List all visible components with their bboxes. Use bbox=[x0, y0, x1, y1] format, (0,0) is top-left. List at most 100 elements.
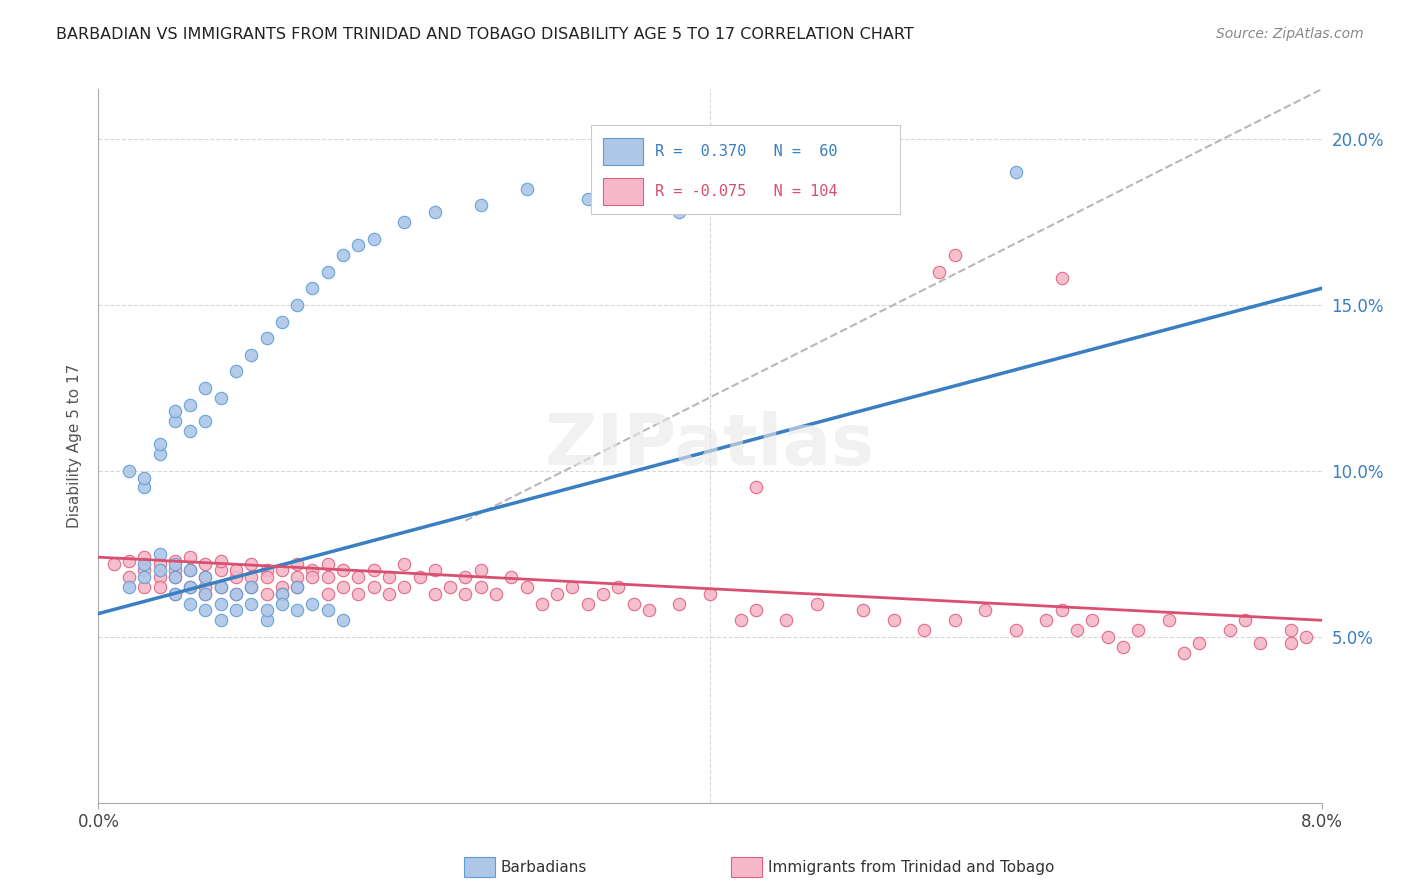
Point bbox=[163, 587, 186, 601]
Point bbox=[806, 597, 828, 611]
Point bbox=[179, 564, 201, 578]
Point bbox=[363, 564, 385, 578]
Point bbox=[392, 580, 416, 594]
Text: R =  0.370   N =  60: R = 0.370 N = 60 bbox=[655, 145, 838, 159]
Point bbox=[316, 603, 339, 617]
Point bbox=[730, 613, 752, 627]
Point bbox=[316, 265, 339, 279]
Point bbox=[347, 570, 370, 584]
Point bbox=[225, 364, 247, 378]
Point bbox=[1004, 165, 1026, 179]
Point bbox=[1128, 624, 1150, 638]
Point bbox=[179, 597, 201, 611]
Point bbox=[163, 414, 186, 428]
Point bbox=[256, 570, 278, 584]
Point bbox=[118, 570, 141, 584]
Text: Barbadians: Barbadians bbox=[501, 860, 586, 874]
Point bbox=[134, 481, 156, 495]
Point bbox=[392, 215, 416, 229]
Point bbox=[592, 587, 614, 601]
Point bbox=[285, 570, 308, 584]
Point bbox=[270, 314, 294, 328]
Point bbox=[332, 580, 354, 594]
Point bbox=[1004, 624, 1026, 638]
Point bbox=[928, 265, 950, 279]
Point bbox=[301, 570, 323, 584]
Point bbox=[194, 587, 217, 601]
Point bbox=[1188, 636, 1211, 650]
Point bbox=[912, 624, 935, 638]
Point bbox=[363, 231, 385, 245]
Point bbox=[194, 414, 217, 428]
Point bbox=[347, 238, 370, 252]
Text: Immigrants from Trinidad and Tobago: Immigrants from Trinidad and Tobago bbox=[768, 860, 1054, 874]
Point bbox=[852, 182, 875, 196]
Point bbox=[194, 587, 217, 601]
Point bbox=[194, 557, 217, 571]
Point bbox=[149, 564, 172, 578]
Point bbox=[1081, 613, 1104, 627]
Point bbox=[134, 470, 156, 484]
Text: BARBADIAN VS IMMIGRANTS FROM TRINIDAD AND TOBAGO DISABILITY AGE 5 TO 17 CORRELAT: BARBADIAN VS IMMIGRANTS FROM TRINIDAD AN… bbox=[56, 27, 914, 42]
Point bbox=[470, 580, 492, 594]
Point bbox=[209, 564, 232, 578]
Point bbox=[576, 597, 599, 611]
Point bbox=[699, 587, 721, 601]
Point bbox=[775, 613, 797, 627]
Point bbox=[149, 447, 172, 461]
Point bbox=[454, 587, 477, 601]
Point bbox=[1112, 640, 1135, 654]
Point bbox=[485, 587, 508, 601]
Point bbox=[209, 553, 232, 567]
Point bbox=[179, 564, 201, 578]
Text: Source: ZipAtlas.com: Source: ZipAtlas.com bbox=[1216, 27, 1364, 41]
Point bbox=[225, 603, 247, 617]
Point bbox=[974, 603, 997, 617]
Point bbox=[118, 580, 141, 594]
Point bbox=[1066, 624, 1088, 638]
Point bbox=[163, 570, 186, 584]
Point bbox=[745, 603, 768, 617]
Point bbox=[225, 587, 247, 601]
Point bbox=[454, 570, 477, 584]
Point bbox=[530, 597, 553, 611]
Point bbox=[347, 587, 370, 601]
Point bbox=[316, 570, 339, 584]
Bar bbox=[603, 138, 643, 165]
Point bbox=[943, 248, 966, 262]
Point bbox=[378, 570, 401, 584]
Bar bbox=[603, 178, 643, 205]
Point bbox=[225, 587, 247, 601]
Point bbox=[270, 587, 294, 601]
Point bbox=[607, 580, 630, 594]
Point bbox=[285, 298, 308, 312]
Point bbox=[1219, 624, 1241, 638]
Point bbox=[256, 613, 278, 627]
Point bbox=[179, 424, 201, 438]
Point bbox=[1173, 647, 1195, 661]
Point bbox=[118, 553, 141, 567]
Point bbox=[256, 331, 278, 345]
Point bbox=[134, 564, 156, 578]
Point bbox=[1279, 624, 1302, 638]
Point bbox=[270, 597, 294, 611]
Point bbox=[1035, 613, 1057, 627]
Point bbox=[332, 248, 354, 262]
Point bbox=[301, 597, 323, 611]
Point bbox=[240, 580, 263, 594]
Point bbox=[240, 557, 263, 571]
Point bbox=[256, 603, 278, 617]
Point bbox=[1157, 613, 1180, 627]
Point bbox=[163, 404, 186, 418]
Point bbox=[668, 205, 690, 219]
Point bbox=[225, 570, 247, 584]
Point bbox=[852, 603, 875, 617]
Point bbox=[285, 580, 308, 594]
Point bbox=[118, 464, 141, 478]
Point bbox=[270, 587, 294, 601]
Point bbox=[423, 564, 446, 578]
Point bbox=[516, 580, 538, 594]
Point bbox=[1234, 613, 1257, 627]
Y-axis label: Disability Age 5 to 17: Disability Age 5 to 17 bbox=[66, 364, 82, 528]
Point bbox=[1097, 630, 1119, 644]
